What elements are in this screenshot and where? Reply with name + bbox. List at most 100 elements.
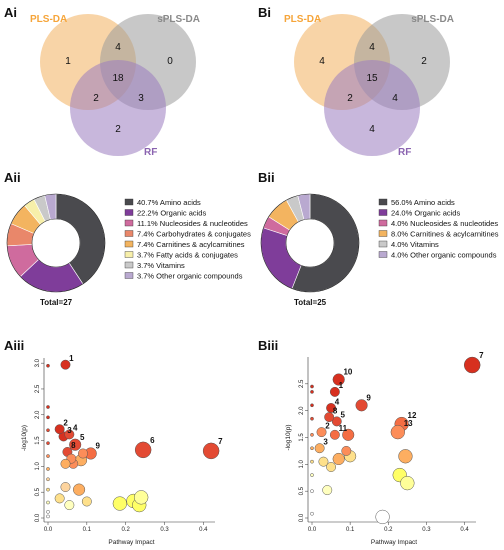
x-tick-label: 0.2 (122, 527, 131, 533)
scatter-point (202, 442, 220, 460)
venn-label-rf: RF (144, 147, 157, 158)
x-tick-label: 0.3 (160, 527, 169, 533)
venn-count-spls-only: 2 (421, 56, 427, 67)
x-tick-label: 0.0 (308, 527, 317, 533)
scatter-point (46, 467, 50, 471)
y-tick-label: 2.5 (299, 379, 305, 388)
scatter-point (316, 427, 327, 438)
legend-entry: 11.1% Nucleosides & nucleotides (137, 219, 248, 228)
y-axis-label: -log10(p) (285, 424, 292, 450)
venn-count-rf-only: 2 (115, 124, 121, 135)
scatter-point (69, 438, 82, 451)
legend-entry: 24.0% Organic acids (391, 209, 460, 218)
scatter-point (60, 359, 71, 370)
y-tick-label: 0.0 (299, 513, 305, 522)
panel-label-bi: Bi (258, 5, 271, 20)
x-tick-label: 0.2 (384, 527, 393, 533)
y-tick-label: 0.0 (35, 513, 41, 522)
legend-swatch (378, 209, 388, 216)
scatter-point (341, 445, 352, 456)
legend-swatch (124, 272, 134, 279)
legend-swatch (124, 198, 134, 206)
donut-hole (285, 218, 335, 268)
y-tick-label: 2.5 (35, 384, 41, 393)
venn-circle-rf (70, 60, 166, 156)
panel-label-aii: Aii (4, 170, 21, 185)
donut-total: Total=27 (40, 298, 73, 307)
point-label: 1 (339, 381, 344, 390)
scatter-point (310, 432, 314, 437)
point-label: 4 (73, 424, 78, 433)
venn-circle-rf (324, 60, 420, 156)
scatter-point (332, 452, 345, 466)
venn-diagrams: PLS-DA sPLS-DA RF 1 0 2 4 2 3 18 PLS-DA sPLS-DA RF 4 2… (30, 14, 454, 158)
y-axis-label: -log10(p) (21, 425, 28, 451)
point-label: 8 (333, 406, 338, 415)
panel-label-aiii: Aiii (4, 338, 24, 353)
point-label: 7 (479, 351, 484, 360)
scatter-point (375, 509, 390, 525)
y-tick-label: 1.5 (35, 436, 41, 445)
scatter-point (310, 403, 314, 408)
legend-swatch (124, 219, 134, 227)
scatter-point (54, 424, 65, 435)
point-label: 7 (218, 437, 223, 446)
legend-swatch (124, 240, 134, 248)
panel-label-biii: Biii (258, 338, 278, 353)
legend-swatch (124, 209, 134, 216)
y-tick-label: 3.0 (35, 358, 41, 367)
y-tick-label: 0.5 (299, 486, 305, 495)
venn-count-pls-spls: 4 (115, 42, 121, 53)
x-tick-label: 0.1 (346, 527, 355, 533)
legend-entry: 7.4% Carnitines & acylcarnitines (137, 240, 245, 249)
y-tick-label: 1.5 (299, 433, 305, 442)
legend-entry: 4.0% Other organic compounds (391, 251, 497, 260)
y-tick-label: 2.0 (35, 410, 41, 419)
legend-swatch (378, 240, 388, 248)
scatter-point (64, 500, 75, 511)
donut-outline (260, 193, 360, 293)
venn-count-rf-only: 4 (369, 124, 375, 135)
scatter-point (134, 441, 152, 459)
venn-count-spls-only: 0 (167, 56, 173, 67)
scatter-point (322, 485, 333, 496)
y-tick-label: 1.0 (35, 462, 41, 471)
x-axis-label: Pathway Impact (108, 539, 154, 546)
legend-entry: 3.7% Vitamins (137, 261, 185, 270)
venn-count-spls-rf: 3 (138, 93, 144, 104)
point-label: 4 (335, 397, 340, 406)
venn-label-rf: RF (398, 147, 411, 158)
scatter-point (46, 487, 50, 492)
venn-label-plsda: PLS-DA (284, 14, 321, 25)
donut-charts: Total=27 40.7% Amino acids 22.2% Organic a… (6, 193, 499, 307)
scatter-point (310, 446, 314, 451)
point-label: 2 (325, 421, 330, 430)
legend-swatch (124, 261, 134, 269)
point-label: 1 (69, 354, 74, 363)
scatter-point (314, 443, 325, 454)
point-label: 11 (339, 424, 348, 433)
point-label: 10 (343, 368, 352, 377)
scatter-point (332, 373, 345, 386)
legend-entry: 3.7% Other organic compounds (137, 272, 243, 281)
donut-aii: Total=27 40.7% Amino acids 22.2% Organic a… (6, 193, 251, 307)
venn-bi: PLS-DA sPLS-DA RF 4 2 4 4 2 4 15 (284, 14, 454, 158)
scatter-point (318, 456, 329, 467)
point-label: 8 (71, 441, 76, 450)
legend-swatch (378, 230, 388, 237)
venn-count-pls-spls: 4 (369, 42, 375, 53)
venn-count-pls-only: 4 (319, 56, 325, 67)
legend-entry: 7.4% Carbohydrates & conjugates (137, 230, 251, 239)
y-tick-label: 0.5 (35, 487, 41, 496)
scatter-point (329, 386, 340, 397)
legend-entry: 3.7% Fatty acids & conjugates (137, 251, 238, 260)
legend-entry: 4.0% Nucleosides & nucleotides (391, 219, 498, 228)
scatter-point (46, 454, 50, 458)
x-tick-label: 0.0 (44, 527, 53, 533)
donut-hole (31, 218, 81, 268)
venn-count-all: 18 (112, 73, 124, 84)
scatter-point (46, 509, 50, 514)
donut-outline (6, 193, 106, 293)
scatter-point (310, 384, 314, 389)
point-label: 3 (67, 426, 72, 435)
